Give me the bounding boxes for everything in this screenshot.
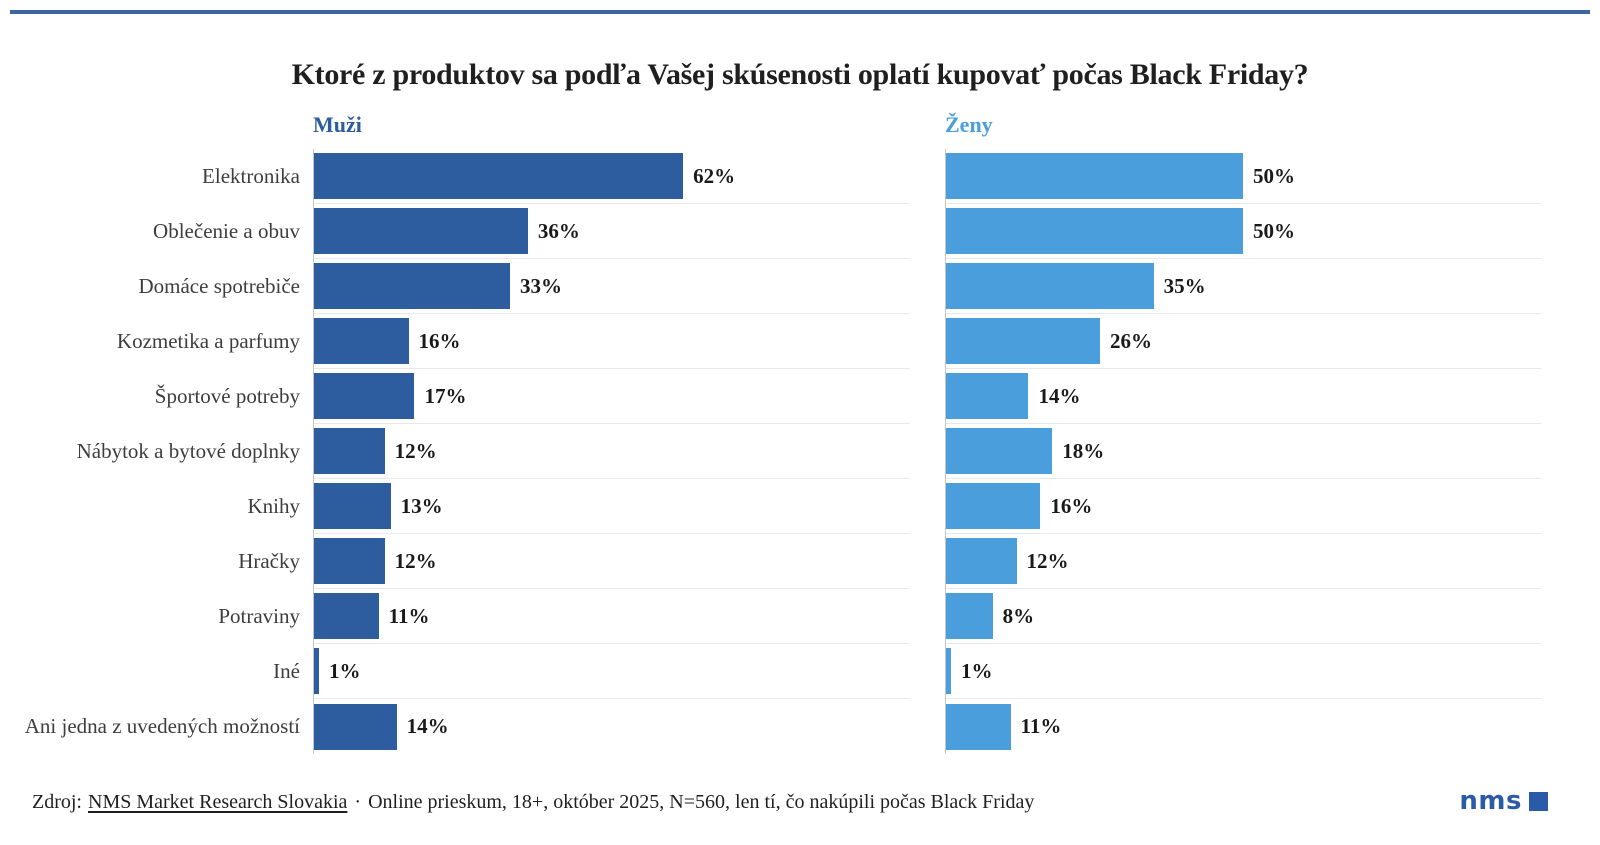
top-divider [10,10,1590,14]
y-axis-line [945,149,946,754]
bar [945,483,1041,529]
footer-separator: · [354,791,362,813]
bar-value-label: 8% [1002,603,1035,628]
bar-row: 50% [945,204,1541,259]
category-label: Kozmetika a parfumy [116,329,300,353]
bar-row: 1% [313,644,910,699]
bar [313,318,409,364]
bar-row: 11% [945,699,1541,754]
bar-row: 16% [313,314,910,369]
category-label: Oblečenie a obuv [153,219,300,243]
chart-panel-muzi: 62% 36% 33% 16% 17% 12% 13% 12% 11% 1% 14% [313,149,910,754]
category-label: Potraviny [218,604,300,628]
category-label: Knihy [247,494,301,518]
bar-value-label: 26% [1109,328,1152,353]
bar-row: 12% [945,534,1541,589]
bar [313,373,415,419]
bar-value-label: 12% [394,438,437,463]
bar-row: 33% [313,259,910,314]
bar [313,263,510,309]
category-label: Ani jedna z uvedených možností [24,714,300,738]
bar-value-label: 17% [424,383,467,408]
y-axis-line [313,149,314,754]
bar-row: 1% [945,644,1541,699]
bar [313,428,385,474]
category-label: Nábytok a bytové doplnky [76,439,300,463]
bar-value-label: 11% [388,603,430,628]
bar [313,208,528,254]
bar-row: 12% [313,534,910,589]
bar-value-label: 14% [1038,383,1081,408]
bar [313,153,684,199]
logo-square-icon [1529,791,1548,811]
category-label: Športové potreby [154,384,300,408]
bar [945,538,1017,584]
nms-logo: nms [1459,788,1548,814]
bar-value-label: 18% [1062,438,1105,463]
bar-value-label: 11% [1020,714,1062,738]
category-label: Domáce spotrebiče [138,274,300,298]
category-labels: Elektronika Oblečenie a obuv Domáce spotre… [0,149,300,754]
chart-title: Ktoré z produktov sa podľa Vašej skúseno… [291,58,1309,91]
bar-row: 13% [313,479,910,534]
bar-row: 8% [945,589,1541,644]
bar-row: 36% [313,204,910,259]
chart-footer: Zdroj: NMS Market Research Slovakia · Onlin… [32,791,1034,814]
bar [945,593,993,639]
bar-row: 16% [945,479,1541,534]
bar-row: 12% [313,424,910,479]
bar-row: 18% [945,424,1541,479]
bar [945,208,1243,254]
source-label: Zdroj: [32,791,82,813]
series-header-muzi: Muži [313,112,362,137]
bar [313,538,385,584]
category-label: Elektronika [202,164,300,188]
bar-row: 11% [313,589,910,644]
bar-value-label: 16% [418,328,461,353]
bar-row: 17% [313,369,910,424]
bar [945,373,1029,419]
category-label: Hračky [238,549,300,573]
bar [313,648,319,694]
series-header-zeny: Ženy [945,112,993,137]
bar-row: 26% [945,314,1541,369]
bar [945,318,1100,364]
nms-logo-text: nms [1459,786,1522,816]
source-link[interactable]: NMS Market Research Slovakia [88,791,348,813]
bar-value-label: 12% [1026,548,1069,573]
bar-value-label: 33% [520,273,562,298]
bar-value-label: 35% [1163,273,1206,298]
bar-row: 14% [313,699,910,754]
bar [313,483,391,529]
bar-value-label: 13% [400,493,443,518]
survey-note: Online prieskum, 18+, október 2025, N=56… [368,791,1035,813]
bar [313,593,379,639]
bar-row: 50% [945,149,1541,204]
bar [313,703,397,750]
bar-row: 62% [313,149,910,204]
bar-value-label: 50% [1253,218,1295,243]
bar [945,428,1053,474]
bar [945,703,1011,750]
chart-panel-zeny: 50% 50% 35% 26% 14% 18% 16% 12% 8% 1% 11% [945,149,1541,754]
bar-value-label: 14% [406,714,449,738]
bar-value-label: 50% [1253,163,1295,188]
bar-row: 14% [945,369,1541,424]
bar [945,153,1243,199]
bar-value-label: 36% [537,218,580,243]
bar [945,263,1154,309]
bar [945,648,951,694]
bar-value-label: 1% [328,658,361,683]
bar-value-label: 12% [394,548,437,573]
bar-value-label: 62% [693,163,736,188]
bar-row: 35% [945,259,1541,314]
category-label: Iné [273,659,300,683]
bar-value-label: 16% [1050,493,1093,518]
bar-value-label: 1% [960,658,993,683]
